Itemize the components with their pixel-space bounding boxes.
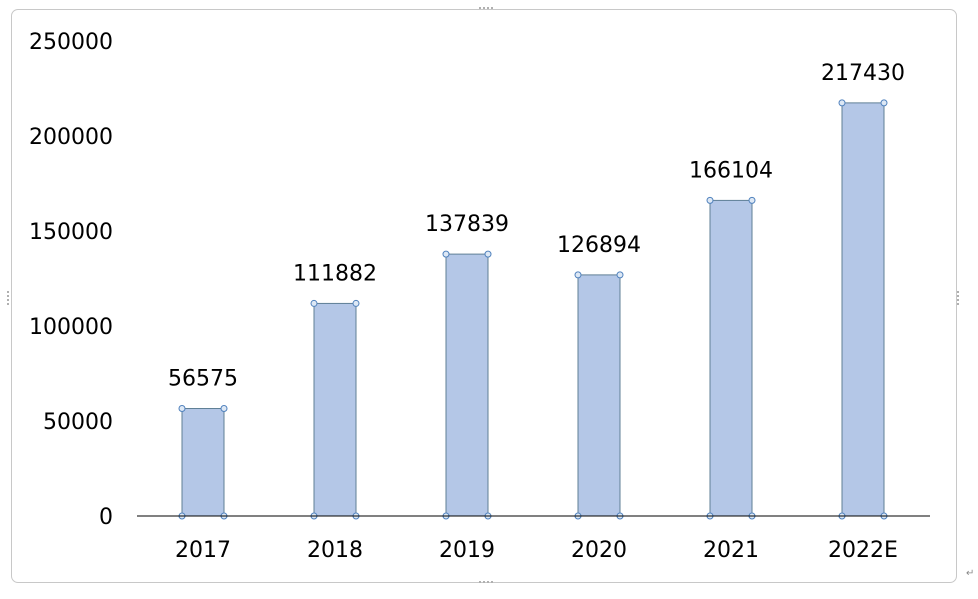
x-tick-label: 2019 (439, 538, 495, 563)
resize-handle-right[interactable] (957, 291, 961, 305)
x-tick-label: 2018 (307, 538, 363, 563)
bar-selection-handle[interactable] (484, 250, 492, 258)
x-tick-label: 2021 (703, 538, 759, 563)
data-label: 126894 (557, 233, 641, 258)
x-tick-label: 2020 (571, 538, 627, 563)
resize-handle-top[interactable] (479, 7, 493, 11)
bar-selection-handle[interactable] (616, 271, 624, 279)
y-tick-label: 150000 (29, 220, 113, 245)
bar[interactable] (709, 199, 753, 517)
bar-selection-handle[interactable] (880, 99, 888, 107)
resize-handle-left[interactable] (7, 291, 11, 305)
data-label: 111882 (293, 261, 377, 286)
data-labels: 56575 111882 137839 126894 166104 217430 (168, 61, 905, 392)
data-label: 217430 (821, 61, 905, 86)
y-axis-ticks: 0 50000 100000 150000 200000 250000 (29, 30, 113, 530)
resize-handle-bottom[interactable] (479, 581, 493, 585)
y-tick-label: 100000 (29, 315, 113, 340)
bar-selection-handle[interactable] (748, 196, 756, 204)
x-tick-label: 2022E (828, 538, 898, 563)
bar-selection-handle[interactable] (442, 250, 450, 258)
bar[interactable] (313, 302, 357, 517)
y-tick-label: 0 (99, 505, 113, 530)
bar-selection-handle[interactable] (310, 299, 318, 307)
y-tick-label: 50000 (43, 410, 113, 435)
x-tick-label: 2017 (175, 538, 231, 563)
bar[interactable] (577, 274, 621, 517)
bar-selection-handle[interactable] (352, 299, 360, 307)
bar-series (181, 102, 885, 517)
bar-selection-handle[interactable] (706, 196, 714, 204)
y-tick-label: 250000 (29, 30, 113, 55)
bar[interactable] (445, 253, 489, 517)
data-label: 166104 (689, 158, 773, 183)
selection-handles (178, 99, 888, 520)
bar[interactable] (841, 102, 885, 517)
bar-selection-handle[interactable] (220, 405, 228, 413)
y-tick-label: 200000 (29, 125, 113, 150)
data-label: 137839 (425, 212, 509, 237)
bar[interactable] (181, 408, 225, 517)
bar-selection-handle[interactable] (574, 271, 582, 279)
bar-selection-handle[interactable] (838, 99, 846, 107)
bar-selection-handle[interactable] (178, 405, 186, 413)
x-axis-ticks: 2017 2018 2019 2020 2021 2022E (175, 538, 898, 563)
data-label: 56575 (168, 367, 238, 392)
paragraph-mark-icon: ↵ (966, 568, 975, 579)
